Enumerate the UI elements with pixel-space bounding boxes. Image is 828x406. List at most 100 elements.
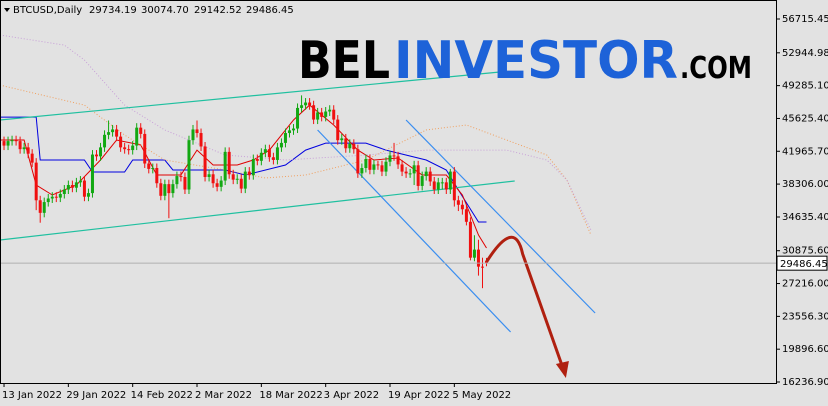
candle-body bbox=[90, 154, 94, 194]
candle-body bbox=[360, 168, 364, 174]
candle-body bbox=[123, 147, 127, 150]
y-tick-label: 23556.30 bbox=[782, 311, 828, 322]
candle-body bbox=[336, 119, 340, 141]
plot-area bbox=[0, 34, 776, 379]
candle-body bbox=[364, 159, 368, 169]
candle-body bbox=[175, 176, 179, 185]
candle-body bbox=[456, 200, 460, 205]
candle-body bbox=[304, 102, 308, 106]
candle-body bbox=[348, 143, 352, 149]
candle-body bbox=[444, 182, 448, 190]
x-tick-label: 18 Mar 2022 bbox=[259, 390, 322, 401]
candle-body bbox=[275, 147, 279, 160]
candle-body bbox=[287, 130, 291, 134]
candle-body bbox=[42, 202, 46, 213]
candle-body bbox=[86, 193, 90, 197]
candle-body bbox=[151, 168, 155, 170]
candle-body bbox=[155, 168, 159, 184]
candle-body bbox=[279, 142, 283, 148]
candle-body bbox=[111, 129, 115, 133]
candle-body bbox=[34, 162, 38, 201]
x-tick-label: 2 Mar 2022 bbox=[195, 390, 252, 401]
candle-body bbox=[94, 154, 98, 157]
y-tick-label: 16236.90 bbox=[782, 377, 828, 388]
candle-body bbox=[6, 141, 10, 146]
candle-body bbox=[203, 146, 207, 177]
candle-body bbox=[207, 174, 211, 177]
candle-body bbox=[464, 209, 468, 222]
candle-body bbox=[199, 133, 203, 147]
candle-body bbox=[392, 155, 396, 157]
candle-body bbox=[115, 129, 119, 137]
candle-body bbox=[62, 189, 66, 195]
candle-body bbox=[376, 164, 380, 166]
x-tick-label: 13 Jan 2022 bbox=[2, 390, 62, 401]
candle-body bbox=[99, 147, 103, 157]
y-tick-label: 19896.60 bbox=[782, 344, 828, 355]
watermark: .COM bbox=[680, 51, 752, 86]
candle-body bbox=[448, 171, 452, 190]
candle-body bbox=[316, 112, 320, 120]
candle-body bbox=[324, 111, 328, 117]
candle-body bbox=[78, 180, 82, 183]
candle-body bbox=[211, 174, 215, 184]
candle-body bbox=[436, 182, 440, 190]
candle-body bbox=[30, 153, 34, 163]
candle-body bbox=[70, 185, 74, 188]
y-tick-label: 41965.70 bbox=[782, 146, 828, 157]
y-tick-label: 27216.00 bbox=[782, 279, 828, 290]
channel-line bbox=[0, 71, 499, 121]
watermark: INVESTOR bbox=[394, 31, 678, 91]
y-tick-label: 38306.00 bbox=[782, 179, 828, 190]
candle-body bbox=[50, 196, 54, 199]
candle-body bbox=[320, 112, 324, 117]
channel-line bbox=[405, 119, 596, 314]
symbol: BTCUSD,Daily bbox=[13, 5, 82, 16]
y-tick-label: 30875.60 bbox=[782, 246, 828, 257]
candle-body bbox=[400, 164, 404, 172]
candle-body bbox=[74, 182, 78, 188]
candle-body bbox=[428, 171, 432, 182]
candle-body bbox=[255, 159, 259, 161]
cloud-line bbox=[0, 34, 592, 231]
plot-frame bbox=[0, 0, 777, 384]
y-tick-label: 52944.98 bbox=[782, 48, 828, 59]
price-label-box bbox=[776, 255, 828, 271]
candle-body bbox=[227, 151, 231, 175]
candle-body bbox=[308, 102, 312, 106]
candle-body bbox=[380, 165, 384, 172]
forecast-arrow bbox=[485, 235, 565, 369]
cloud-line bbox=[0, 84, 592, 236]
candle-body bbox=[183, 176, 187, 190]
header-open: 29734.19 bbox=[89, 5, 137, 16]
candle-body bbox=[460, 204, 464, 210]
candle-body bbox=[135, 127, 139, 146]
candle-body bbox=[412, 165, 416, 174]
candle-body bbox=[344, 138, 348, 149]
header-low: 29142.52 bbox=[194, 5, 242, 16]
y-tick-label: 56715.45 bbox=[782, 14, 828, 25]
candle-body bbox=[271, 157, 275, 160]
menu-arrow bbox=[4, 8, 10, 12]
candle-body bbox=[103, 134, 107, 148]
candle-body bbox=[14, 140, 18, 142]
candle-body bbox=[179, 176, 183, 178]
candle-body bbox=[396, 156, 400, 165]
x-tick-label: 19 Apr 2022 bbox=[388, 390, 450, 401]
candle-body bbox=[372, 164, 376, 170]
candle-body bbox=[259, 152, 263, 161]
candle-body bbox=[296, 107, 300, 129]
candle-body bbox=[119, 136, 123, 148]
candle-body bbox=[187, 140, 191, 190]
candle-body bbox=[352, 143, 356, 150]
candle-body bbox=[82, 180, 86, 197]
candle-body bbox=[416, 165, 420, 186]
candle-body bbox=[424, 171, 428, 177]
candle-body bbox=[223, 151, 227, 181]
candle-body bbox=[38, 200, 42, 213]
candle-body bbox=[408, 173, 412, 175]
candle-body bbox=[107, 132, 111, 135]
x-tick-label: 5 May 2022 bbox=[452, 390, 511, 401]
